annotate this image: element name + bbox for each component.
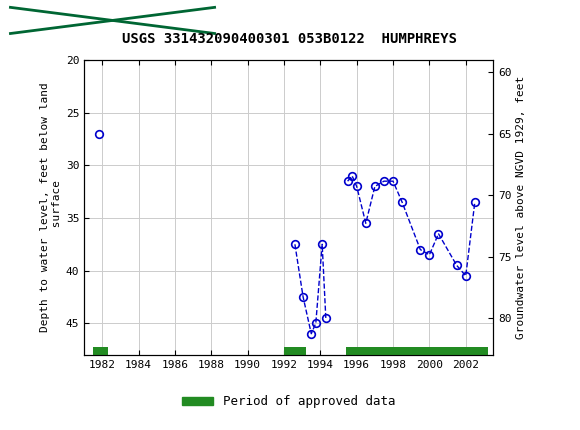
Text: USGS 331432090400301 053B0122  HUMPHREYS: USGS 331432090400301 053B0122 HUMPHREYS: [122, 32, 458, 46]
Y-axis label: Depth to water level, feet below land
 surface: Depth to water level, feet below land su…: [40, 83, 61, 332]
Bar: [93, 347, 108, 355]
Legend: Period of approved data: Period of approved data: [177, 390, 400, 413]
Text: USGS: USGS: [220, 12, 276, 29]
Bar: [346, 347, 488, 355]
Bar: [284, 347, 306, 355]
FancyBboxPatch shape: [10, 7, 215, 34]
Y-axis label: Groundwater level above NGVD 1929, feet: Groundwater level above NGVD 1929, feet: [516, 76, 525, 339]
